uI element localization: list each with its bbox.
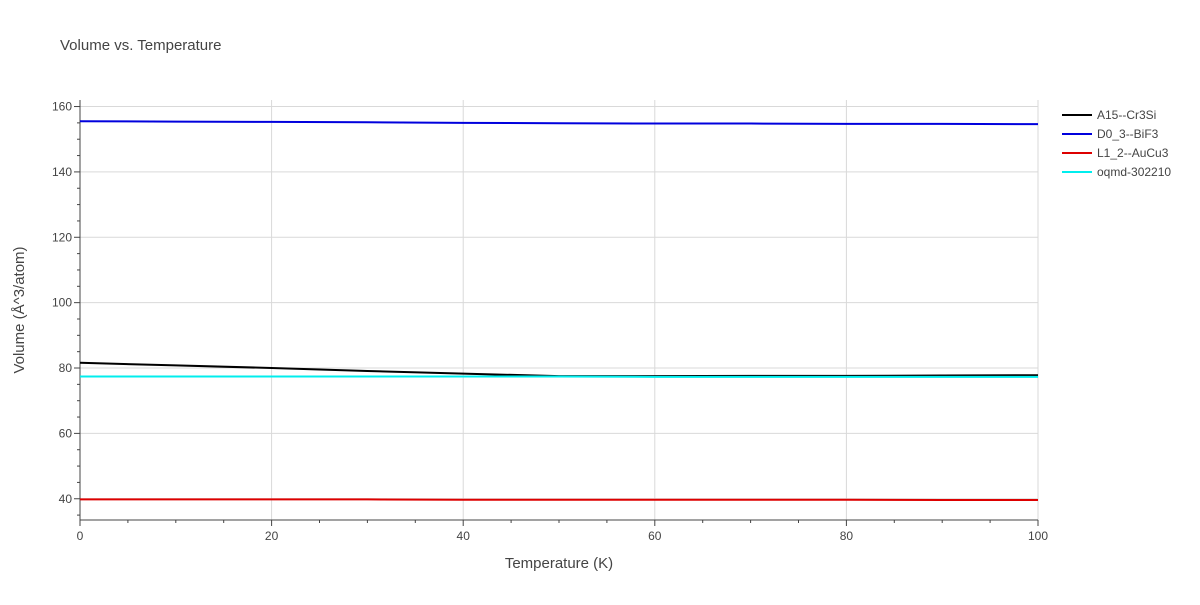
y-tick-label: 60 <box>59 426 73 440</box>
legend-item[interactable]: oqmd-302210 <box>1062 165 1171 179</box>
legend-label: D0_3--BiF3 <box>1097 127 1159 141</box>
y-tick-label: 140 <box>52 165 72 179</box>
legend-label: A15--Cr3Si <box>1097 108 1156 122</box>
legend-item[interactable]: A15--Cr3Si <box>1062 108 1156 122</box>
y-tick-label: 40 <box>59 492 73 506</box>
y-tick-label: 160 <box>52 100 72 114</box>
series-line-d0-3-bif3 <box>80 121 1038 124</box>
series-line-l1-2-aucu3 <box>80 499 1038 500</box>
legend-item[interactable]: D0_3--BiF3 <box>1062 127 1159 141</box>
legend[interactable]: A15--Cr3Si D0_3--BiF3 L1_2--AuCu3 oqmd-3022… <box>1062 108 1171 179</box>
y-axis-title: Volume (Å^3/atom) <box>11 246 28 373</box>
x-tick-label: 40 <box>457 529 471 543</box>
y-tick-label: 100 <box>52 296 72 310</box>
y-tick-label: 80 <box>59 361 73 375</box>
x-tick-label: 80 <box>840 529 854 543</box>
y-tick-label: 120 <box>52 230 72 244</box>
axes: 0 20 40 60 80 100 40 60 80 100 120 140 160 <box>52 100 1048 543</box>
x-tick-label: 0 <box>77 529 84 543</box>
x-tick-label: 60 <box>648 529 662 543</box>
series-lines <box>80 121 1038 500</box>
legend-item[interactable]: L1_2--AuCu3 <box>1062 146 1169 160</box>
x-tick-label: 20 <box>265 529 279 543</box>
legend-label: oqmd-302210 <box>1097 165 1171 179</box>
x-axis-title: Temperature (K) <box>505 555 613 572</box>
x-tick-label: 100 <box>1028 529 1048 543</box>
chart-title: Volume vs. Temperature <box>60 37 221 54</box>
legend-label: L1_2--AuCu3 <box>1097 146 1169 160</box>
series-line-a15-cr3si <box>80 363 1038 376</box>
grid-lines <box>80 100 1038 520</box>
